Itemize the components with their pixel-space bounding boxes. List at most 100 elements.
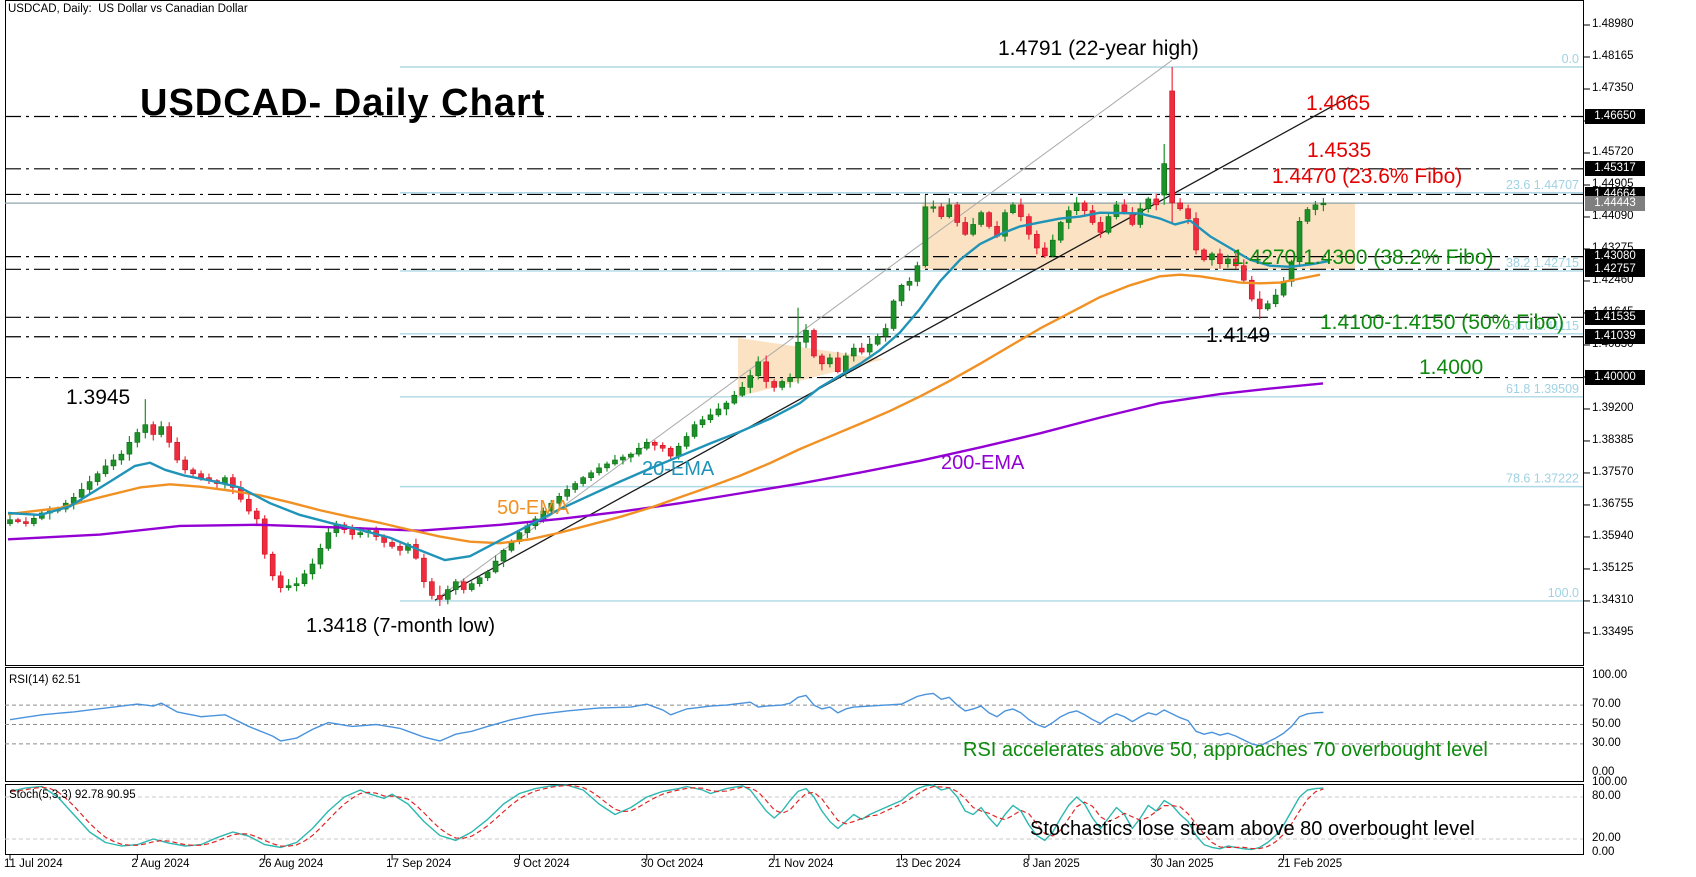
candle-body: [31, 518, 37, 524]
current-price-badge: 1.44443: [1585, 195, 1645, 211]
price-axis-label: 1.37570: [1592, 465, 1634, 478]
fibo-label: 38.2 1.42715: [1506, 256, 1579, 270]
candle-body: [874, 336, 881, 345]
date-axis-label[interactable]: 30 Oct 2024: [640, 858, 704, 870]
date-axis-label[interactable]: 30 Jan 2025: [1150, 858, 1214, 870]
candle-body: [421, 557, 427, 583]
candle-body: [1034, 233, 1040, 249]
candle-body: [182, 459, 188, 471]
candle-body: [699, 419, 706, 425]
candle-body: [1153, 198, 1160, 206]
candle-body: [94, 473, 101, 482]
candle-body: [1209, 253, 1215, 261]
candle-body: [1264, 303, 1271, 310]
annotation-resistance-14665: 1.4665: [1306, 92, 1371, 115]
rsi-axis-label: 30.00: [1592, 736, 1621, 749]
rsi-line: [9, 692, 1324, 747]
candle-body: [1201, 249, 1207, 261]
price-axis-label: 1.48165: [1592, 50, 1634, 62]
date-axis-label[interactable]: 26 Aug 2024: [258, 858, 324, 870]
price-level-badge: 1.43080: [1585, 249, 1645, 265]
main-chart-panel[interactable]: [5, 0, 1584, 666]
chart-caption: USDCAD, Daily: US Dollar vs Canadian Dol…: [8, 3, 248, 15]
candle-body: [437, 595, 443, 600]
candle-body: [564, 489, 571, 497]
candle-body: [349, 529, 356, 535]
ema-50-line: [7, 273, 1321, 545]
date-axis-label[interactable]: 11 Jul 2024: [4, 858, 63, 870]
date-axis-label[interactable]: 21 Feb 2025: [1277, 858, 1343, 870]
date-axis-label[interactable]: 17 Sep 2024: [386, 858, 452, 870]
rsi-axis-label: 50.00: [1592, 717, 1621, 730]
stoch-axis-label: 80.00: [1592, 790, 1621, 802]
stoch-annotation: Stochastics lose steam above 80 overboug…: [1030, 818, 1475, 840]
candle-body: [755, 361, 762, 376]
candle-body: [1042, 247, 1048, 257]
price-level-badge: 1.42757: [1585, 261, 1645, 277]
fibo-label: 23.6 1.44707: [1506, 178, 1579, 192]
candle-body: [86, 481, 93, 490]
date-axis-label[interactable]: 9 Oct 2024: [513, 858, 570, 870]
candle-body: [890, 300, 897, 329]
candle-body: [1018, 204, 1024, 217]
price-level-badge: 1.45317: [1585, 161, 1645, 177]
candle-body: [835, 357, 841, 372]
candle-body: [1241, 265, 1247, 281]
candle-body: [15, 519, 21, 522]
candle-body: [500, 550, 507, 562]
price-level-badge: 1.41039: [1585, 329, 1645, 345]
date-axis-label[interactable]: 13 Dec 2024: [895, 858, 961, 870]
price-axis-label: 1.44090: [1592, 209, 1634, 222]
ema50-label: 50-EMA: [497, 497, 570, 519]
candle-body: [1304, 209, 1311, 222]
candle-body: [795, 341, 801, 378]
date-axis-label[interactable]: 21 Nov 2024: [768, 858, 834, 870]
date-axis-label[interactable]: 8 Jan 2025: [1022, 858, 1080, 870]
candle-body: [357, 532, 364, 535]
price-axis-label: 1.47350: [1592, 81, 1634, 94]
candle-body: [604, 463, 610, 469]
candle-body: [1296, 221, 1303, 263]
candle-body: [1121, 204, 1128, 213]
ema200-label: 200-EMA: [941, 452, 1025, 474]
fibo-label: 100.0: [1548, 586, 1579, 600]
rsi-panel[interactable]: [5, 667, 1584, 782]
candle-body: [1089, 210, 1096, 223]
candle-body: [1145, 198, 1152, 210]
candle-body: [588, 472, 594, 478]
candle-body: [651, 442, 658, 446]
candle-body: [126, 442, 133, 455]
candle-body: [731, 394, 738, 404]
candle-body: [858, 347, 865, 353]
candle-body: [285, 585, 292, 588]
candle-body: [102, 465, 109, 475]
candle-body: [1057, 222, 1064, 241]
candle-body: [683, 436, 690, 447]
candle-body: [1272, 294, 1279, 305]
fibo-label: 61.8 1.39509: [1506, 382, 1579, 396]
fibo-label: 78.6 1.37222: [1506, 472, 1579, 486]
candle-body: [898, 284, 905, 302]
date-axis-label[interactable]: 2 Aug 2024: [131, 858, 190, 870]
price-axis-label: 1.35125: [1592, 561, 1634, 574]
candle-body: [1256, 298, 1263, 310]
candle-body: [763, 361, 770, 382]
price-level-badge: 1.41535: [1585, 309, 1645, 325]
candle-body: [484, 571, 491, 579]
candle-body: [556, 496, 563, 504]
candle-body: [930, 206, 937, 209]
candle-body: [787, 377, 793, 382]
annotation-peak-13945: 1.3945: [66, 386, 131, 409]
candle-body: [938, 206, 945, 217]
price-axis-label: 1.48980: [1592, 18, 1634, 30]
candle-body: [1137, 208, 1144, 225]
candle-body: [413, 544, 419, 559]
annotation-support-14100: 1.4100-1.4150 (50% Fibo): [1320, 311, 1564, 334]
price-axis-label: 1.38385: [1592, 433, 1634, 446]
candle-body: [389, 542, 395, 547]
candle-body: [914, 265, 921, 282]
stoch-axis-label: 100.00: [1592, 776, 1628, 788]
candle-body: [110, 459, 117, 467]
candle-body: [1248, 279, 1255, 300]
